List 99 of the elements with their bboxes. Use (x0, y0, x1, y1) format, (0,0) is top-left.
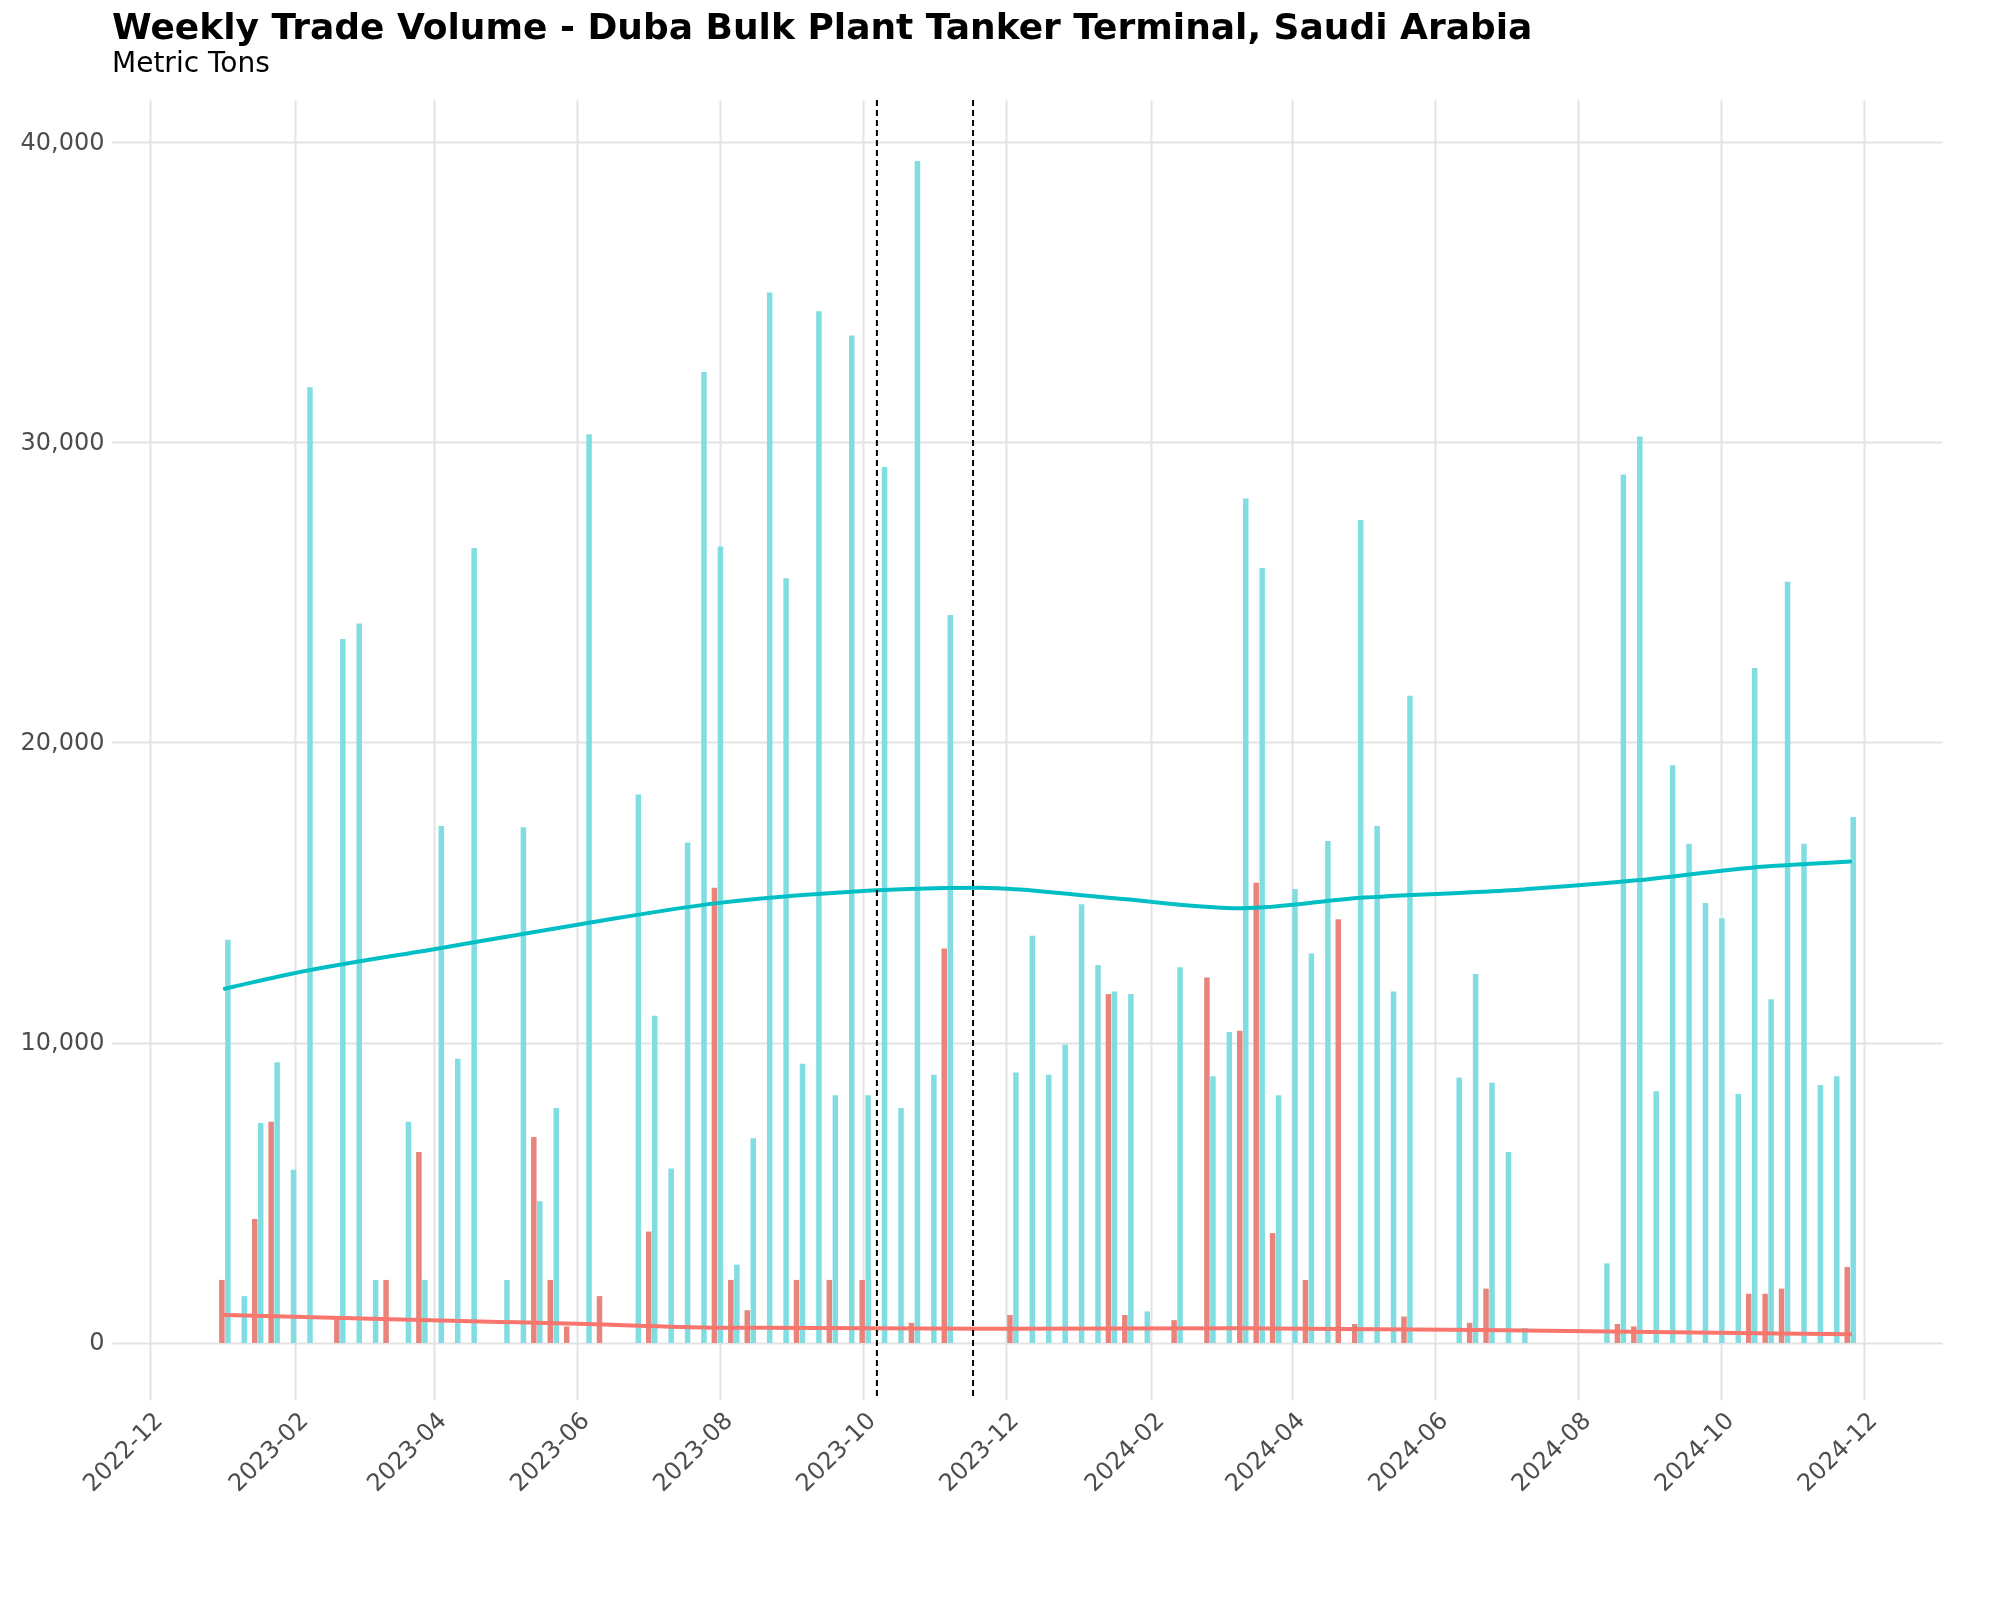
bar (931, 1074, 937, 1343)
bar (1335, 919, 1342, 1343)
bar (1669, 765, 1676, 1343)
bar (356, 623, 362, 1343)
bar (750, 1138, 756, 1343)
bar (340, 638, 346, 1343)
bar (586, 434, 592, 1343)
bar (454, 1058, 461, 1343)
bar (849, 335, 855, 1343)
bar (438, 825, 445, 1343)
y-tick-label: 20,000 (20, 727, 105, 756)
bar (1801, 843, 1807, 1343)
y-tick-label: 0 (89, 1328, 105, 1357)
bar (416, 1152, 422, 1343)
bar (734, 1264, 740, 1343)
bar (651, 1015, 658, 1343)
bar (865, 1095, 871, 1343)
bar (1686, 843, 1692, 1343)
bar (1407, 695, 1413, 1343)
bar (274, 1062, 280, 1343)
bar (1062, 1044, 1068, 1343)
bar (832, 1095, 839, 1343)
bar (816, 311, 822, 1343)
bar (914, 160, 921, 1343)
bar (701, 372, 707, 1343)
bar (799, 1063, 806, 1343)
bar (1210, 1076, 1216, 1343)
bar (941, 948, 948, 1343)
bar (881, 466, 888, 1343)
bar (947, 614, 954, 1343)
bar (1325, 840, 1331, 1343)
bar (1308, 953, 1315, 1343)
bar (1029, 935, 1036, 1343)
bar (1604, 1263, 1610, 1343)
bar (383, 1279, 389, 1343)
bar (537, 1201, 543, 1343)
bar (1620, 474, 1627, 1343)
bar (1702, 903, 1709, 1343)
line-series (222, 1313, 1853, 1337)
bar (766, 292, 773, 1343)
bar (1653, 1091, 1659, 1343)
bar (1719, 918, 1725, 1343)
bar (1078, 904, 1085, 1343)
bar (1456, 1077, 1462, 1343)
bar (1237, 1030, 1243, 1343)
bar (307, 387, 313, 1343)
bar (422, 1279, 428, 1343)
bar (1226, 1031, 1233, 1343)
bar (547, 1279, 553, 1343)
bar (471, 547, 477, 1343)
bar (553, 1107, 559, 1343)
chart-subtitle: Metric Tons (112, 46, 270, 79)
bar (859, 1279, 865, 1343)
bar (1817, 1085, 1824, 1343)
bar (531, 1137, 537, 1343)
bar (684, 842, 691, 1343)
bar (1275, 1095, 1282, 1343)
bar (1374, 825, 1380, 1343)
bar (1105, 994, 1112, 1343)
bar (717, 546, 724, 1343)
bar (1390, 991, 1397, 1343)
bar (1844, 1267, 1850, 1343)
bar (1111, 991, 1118, 1343)
bar (1253, 882, 1259, 1343)
bar (563, 1326, 570, 1343)
bar (1204, 977, 1210, 1343)
bar (1850, 816, 1856, 1343)
bar (504, 1279, 510, 1343)
bar (225, 939, 231, 1343)
bar (1259, 568, 1265, 1343)
bar (219, 1279, 225, 1343)
bar (898, 1107, 904, 1343)
bar (1357, 520, 1364, 1343)
bar (1768, 999, 1774, 1343)
bar (1834, 1076, 1840, 1343)
bar (1483, 1288, 1489, 1343)
bar (1046, 1074, 1052, 1343)
chart-title: Weekly Trade Volume - Duba Bulk Plant Tanker Terminal, Saudi Arabia (112, 6, 1533, 47)
bar (668, 1168, 674, 1343)
line-series (222, 859, 1853, 991)
bar (1177, 967, 1183, 1343)
bar (1095, 964, 1101, 1343)
bar (728, 1279, 734, 1343)
bar (1489, 1082, 1495, 1343)
bar (268, 1121, 274, 1343)
bar (1637, 436, 1643, 1343)
bar (1243, 498, 1249, 1343)
bar (1784, 581, 1791, 1343)
bar (1013, 1072, 1019, 1343)
y-tick-label: 40,000 (20, 127, 105, 156)
bar (1292, 889, 1298, 1343)
bar (1128, 994, 1134, 1343)
y-tick-label: 30,000 (20, 427, 105, 456)
bar (1751, 668, 1758, 1343)
bar (783, 578, 789, 1343)
bar (635, 794, 642, 1343)
bar (334, 1317, 340, 1343)
bar (1472, 973, 1479, 1343)
y-tick-label: 10,000 (20, 1028, 105, 1057)
